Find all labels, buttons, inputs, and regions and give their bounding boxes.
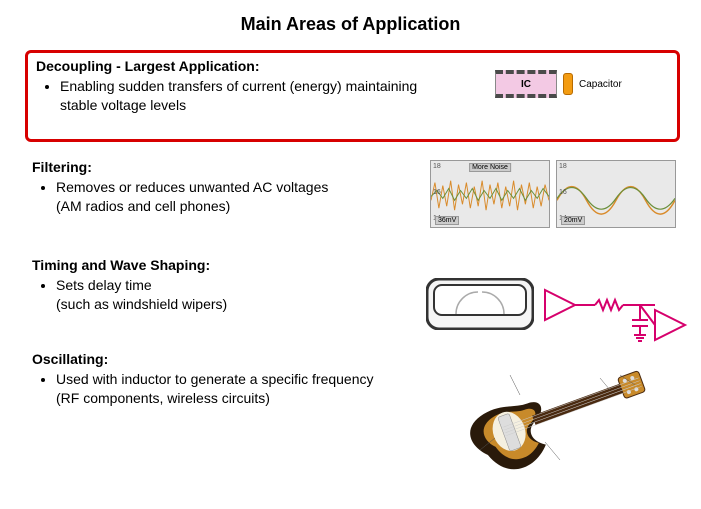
plot-tick: 18	[433, 163, 441, 170]
decoupling-bullet: Enabling sudden transfers of current (en…	[60, 77, 426, 115]
oscillating-bullet: Used with inductor to generate a specifi…	[56, 370, 422, 408]
filtering-bullet-text: Removes or reduces unwanted AC voltages	[56, 179, 328, 195]
oscillating-bullet-text: Used with inductor to generate a specifi…	[56, 371, 374, 387]
plot-tick: 16	[433, 189, 441, 196]
plot-right-tag: 20mV	[561, 216, 585, 225]
ic-chip-icon: IC	[495, 70, 557, 98]
plot-noisy: 18 16 14 More Noise 36mV	[430, 160, 550, 228]
oscillating-heading: Oscillating:	[32, 350, 422, 369]
filtering-sub: (AM radios and cell phones)	[56, 198, 230, 214]
page-title: Main Areas of Application	[0, 14, 701, 35]
guitar-icon	[450, 360, 660, 480]
plot-left-tag: 36mV	[435, 216, 459, 225]
filtering-heading: Filtering:	[32, 158, 422, 177]
rc-circuit-icon	[540, 280, 690, 360]
timing-sub: (such as windshield wipers)	[56, 296, 227, 312]
timing-heading: Timing and Wave Shaping:	[32, 256, 422, 275]
timing-bullet: Sets delay time (such as windshield wipe…	[56, 276, 422, 314]
timing-bullet-text: Sets delay time	[56, 277, 152, 293]
plot-tick: 16	[559, 189, 567, 196]
filtering-bullet: Removes or reduces unwanted AC voltages …	[56, 178, 422, 216]
plot-more-noise-label: More Noise	[469, 163, 511, 172]
capacitor-icon	[563, 73, 573, 95]
capacitor-label: Capacitor	[579, 79, 622, 90]
oscillating-sub: (RF components, wireless circuits)	[56, 390, 270, 406]
plot-tick: 18	[559, 163, 567, 170]
filtering-plots: 18 16 14 More Noise 36mV 18 16 14 20mV	[430, 160, 676, 228]
plot-clean: 18 16 14 20mV	[556, 160, 676, 228]
decoupling-heading: Decoupling - Largest Application:	[36, 57, 426, 76]
ic-capacitor-graphic: IC Capacitor	[495, 70, 622, 98]
windshield-icon	[426, 278, 534, 330]
